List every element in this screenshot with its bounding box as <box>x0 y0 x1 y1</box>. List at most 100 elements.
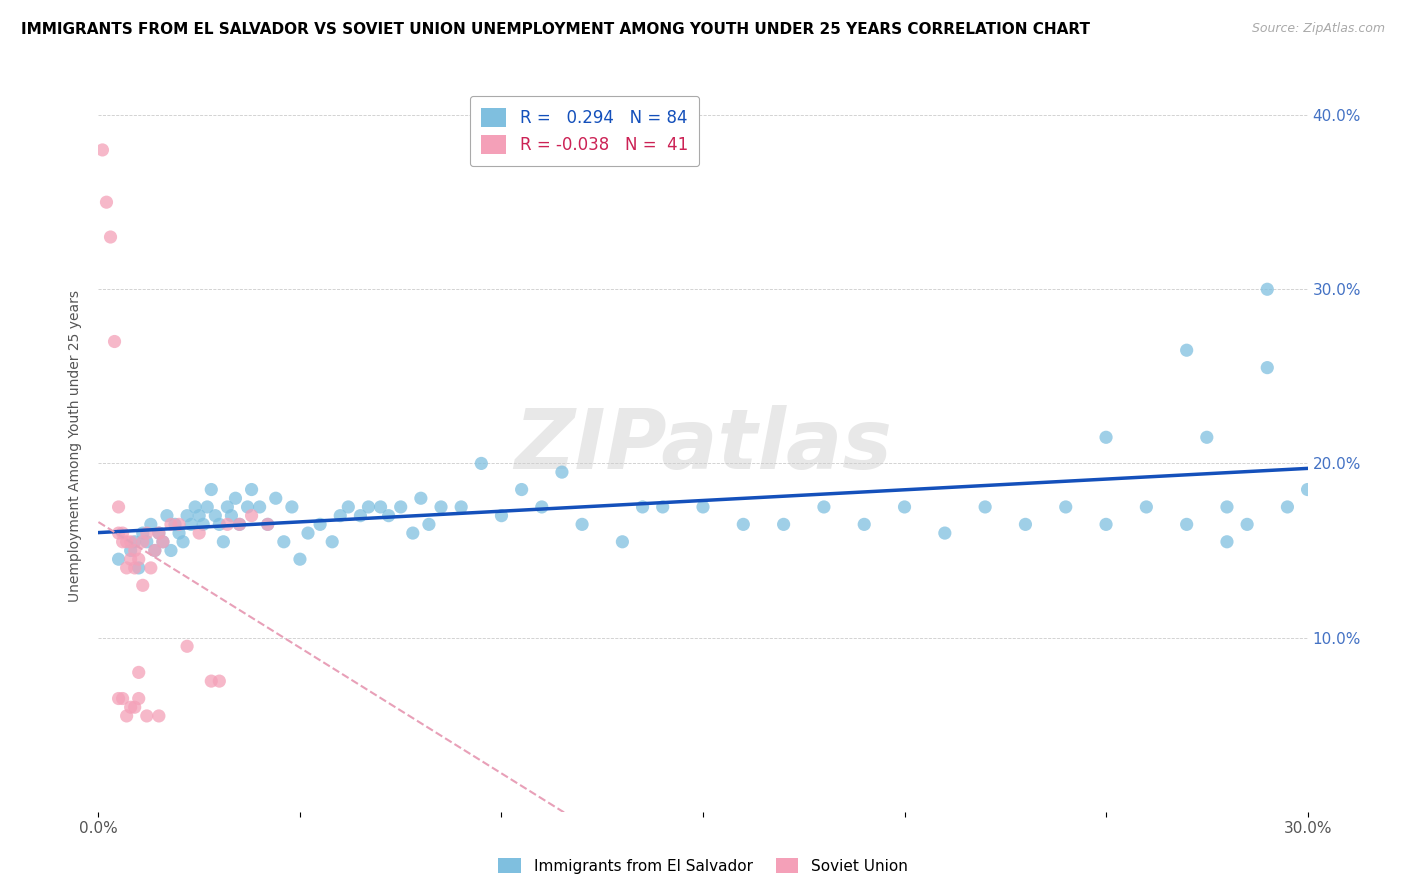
Point <box>204 508 226 523</box>
Point <box>115 534 138 549</box>
Point <box>1296 483 1319 497</box>
Point <box>180 517 202 532</box>
Point <box>1277 500 1299 514</box>
Point <box>853 517 876 532</box>
Text: Source: ZipAtlas.com: Source: ZipAtlas.com <box>1251 22 1385 36</box>
Point <box>111 534 134 549</box>
Point <box>1175 517 1198 532</box>
Point <box>409 491 432 506</box>
Point <box>733 517 755 532</box>
Point <box>357 500 380 514</box>
Point <box>813 500 835 514</box>
Point <box>692 500 714 514</box>
Point <box>128 552 150 566</box>
Point <box>107 526 129 541</box>
Point <box>184 500 207 514</box>
Point <box>128 691 150 706</box>
Point <box>349 508 371 523</box>
Point <box>111 526 134 541</box>
Point <box>160 517 183 532</box>
Point <box>172 534 194 549</box>
Point <box>1135 500 1157 514</box>
Point <box>530 500 553 514</box>
Text: ZIPatlas: ZIPatlas <box>515 406 891 486</box>
Point <box>389 500 412 514</box>
Point <box>510 483 533 497</box>
Point <box>143 543 166 558</box>
Point <box>1236 517 1258 532</box>
Point <box>470 457 492 471</box>
Point <box>309 517 332 532</box>
Point <box>249 500 271 514</box>
Point <box>256 517 278 532</box>
Point <box>221 508 243 523</box>
Point <box>103 334 125 349</box>
Point <box>1216 500 1239 514</box>
Point <box>402 526 425 541</box>
Point <box>1095 430 1118 444</box>
Point <box>571 517 593 532</box>
Point <box>491 508 513 523</box>
Point <box>772 517 794 532</box>
Point <box>208 517 231 532</box>
Point <box>974 500 997 514</box>
Point <box>91 143 114 157</box>
Point <box>1175 343 1198 358</box>
Point <box>264 491 287 506</box>
Point <box>1014 517 1036 532</box>
Point <box>139 517 162 532</box>
Point <box>217 517 239 532</box>
Point <box>107 500 129 514</box>
Point <box>135 709 157 723</box>
Point <box>188 526 211 541</box>
Point <box>132 578 155 592</box>
Point <box>176 508 198 523</box>
Point <box>100 230 122 244</box>
Point <box>124 561 146 575</box>
Point <box>107 691 129 706</box>
Point <box>120 552 142 566</box>
Point <box>281 500 304 514</box>
Point <box>124 534 146 549</box>
Point <box>551 465 574 479</box>
Point <box>631 500 654 514</box>
Point <box>132 526 155 541</box>
Point <box>236 500 259 514</box>
Point <box>337 500 360 514</box>
Point <box>96 195 118 210</box>
Point <box>256 517 278 532</box>
Point <box>115 709 138 723</box>
Point <box>228 517 250 532</box>
Point <box>148 709 170 723</box>
Point <box>148 526 170 541</box>
Point <box>139 561 162 575</box>
Point <box>1195 430 1218 444</box>
Point <box>288 552 311 566</box>
Point <box>152 534 174 549</box>
Point <box>195 500 218 514</box>
Point <box>418 517 440 532</box>
Point <box>228 517 250 532</box>
Point <box>193 517 215 532</box>
Point <box>612 534 634 549</box>
Point <box>321 534 343 549</box>
Point <box>297 526 319 541</box>
Point <box>115 561 138 575</box>
Point <box>217 500 239 514</box>
Point <box>370 500 392 514</box>
Point <box>1054 500 1077 514</box>
Point <box>107 552 129 566</box>
Point <box>200 483 222 497</box>
Point <box>1216 534 1239 549</box>
Point <box>120 700 142 714</box>
Point <box>450 500 472 514</box>
Point <box>124 543 146 558</box>
Point <box>240 483 263 497</box>
Text: IMMIGRANTS FROM EL SALVADOR VS SOVIET UNION UNEMPLOYMENT AMONG YOUTH UNDER 25 YE: IMMIGRANTS FROM EL SALVADOR VS SOVIET UN… <box>21 22 1090 37</box>
Point <box>240 508 263 523</box>
Point <box>208 674 231 689</box>
Point <box>1256 282 1278 296</box>
Point <box>128 665 150 680</box>
Point <box>143 543 166 558</box>
Point <box>135 534 157 549</box>
